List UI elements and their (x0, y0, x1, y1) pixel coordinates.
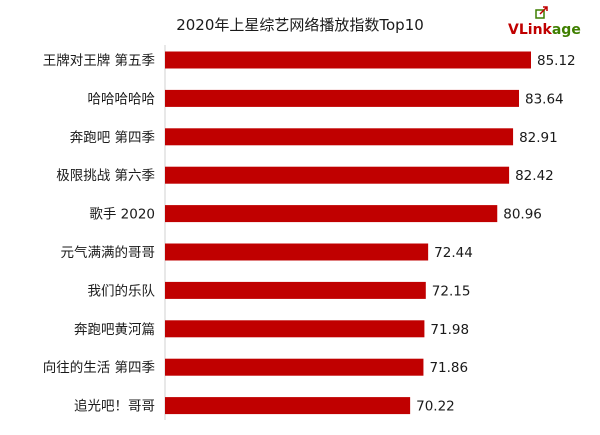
value-label: 82.91 (519, 130, 558, 146)
category-label: 元气满满的哥哥 (61, 245, 156, 261)
logo-text-age: age (552, 22, 581, 38)
category-label: 歌手 2020 (89, 207, 155, 223)
value-label: 83.64 (525, 91, 564, 107)
category-label: 哈哈哈哈哈 (88, 91, 156, 107)
value-label: 72.15 (432, 283, 471, 299)
value-label: 82.42 (515, 168, 554, 184)
value-label: 70.22 (416, 399, 455, 415)
value-label: 71.98 (430, 322, 469, 338)
bar (165, 397, 411, 415)
logo-text-v: V (508, 22, 519, 38)
bar (165, 51, 531, 69)
value-label: 71.86 (429, 360, 468, 376)
category-label: 我们的乐队 (88, 283, 156, 299)
logo-text-link: Link (519, 22, 553, 38)
bar (165, 320, 425, 338)
value-label: 72.44 (434, 245, 473, 261)
category-label: 奔跑吧黄河篇 (74, 322, 155, 338)
chart-title: 2020年上星综艺网络播放指数Top10 (176, 16, 424, 34)
bar (165, 358, 424, 376)
category-label: 追光吧！哥哥 (74, 399, 155, 415)
category-label: 奔跑吧 第四季 (70, 129, 155, 146)
bar (165, 205, 498, 223)
category-label: 极限挑战 第六季 (56, 167, 155, 184)
bar (165, 281, 426, 299)
bars-group: 王牌对王牌 第五季 85.12 哈哈哈哈哈 83.64 奔跑吧 第四季 82.91 极限挑战… (43, 51, 576, 415)
bar (165, 243, 429, 261)
bar (165, 89, 519, 107)
value-label: 80.96 (503, 207, 542, 223)
logo-mark-icon (535, 6, 548, 19)
category-label: 向往的生活 第四季 (43, 359, 155, 376)
bar (165, 128, 514, 146)
value-label: 85.12 (537, 53, 576, 69)
bar (165, 166, 510, 184)
vlinkage-logo: VLinkage (508, 6, 581, 38)
category-label: 王牌对王牌 第五季 (43, 52, 155, 69)
svg-text:VLinkage: VLinkage (508, 22, 581, 38)
